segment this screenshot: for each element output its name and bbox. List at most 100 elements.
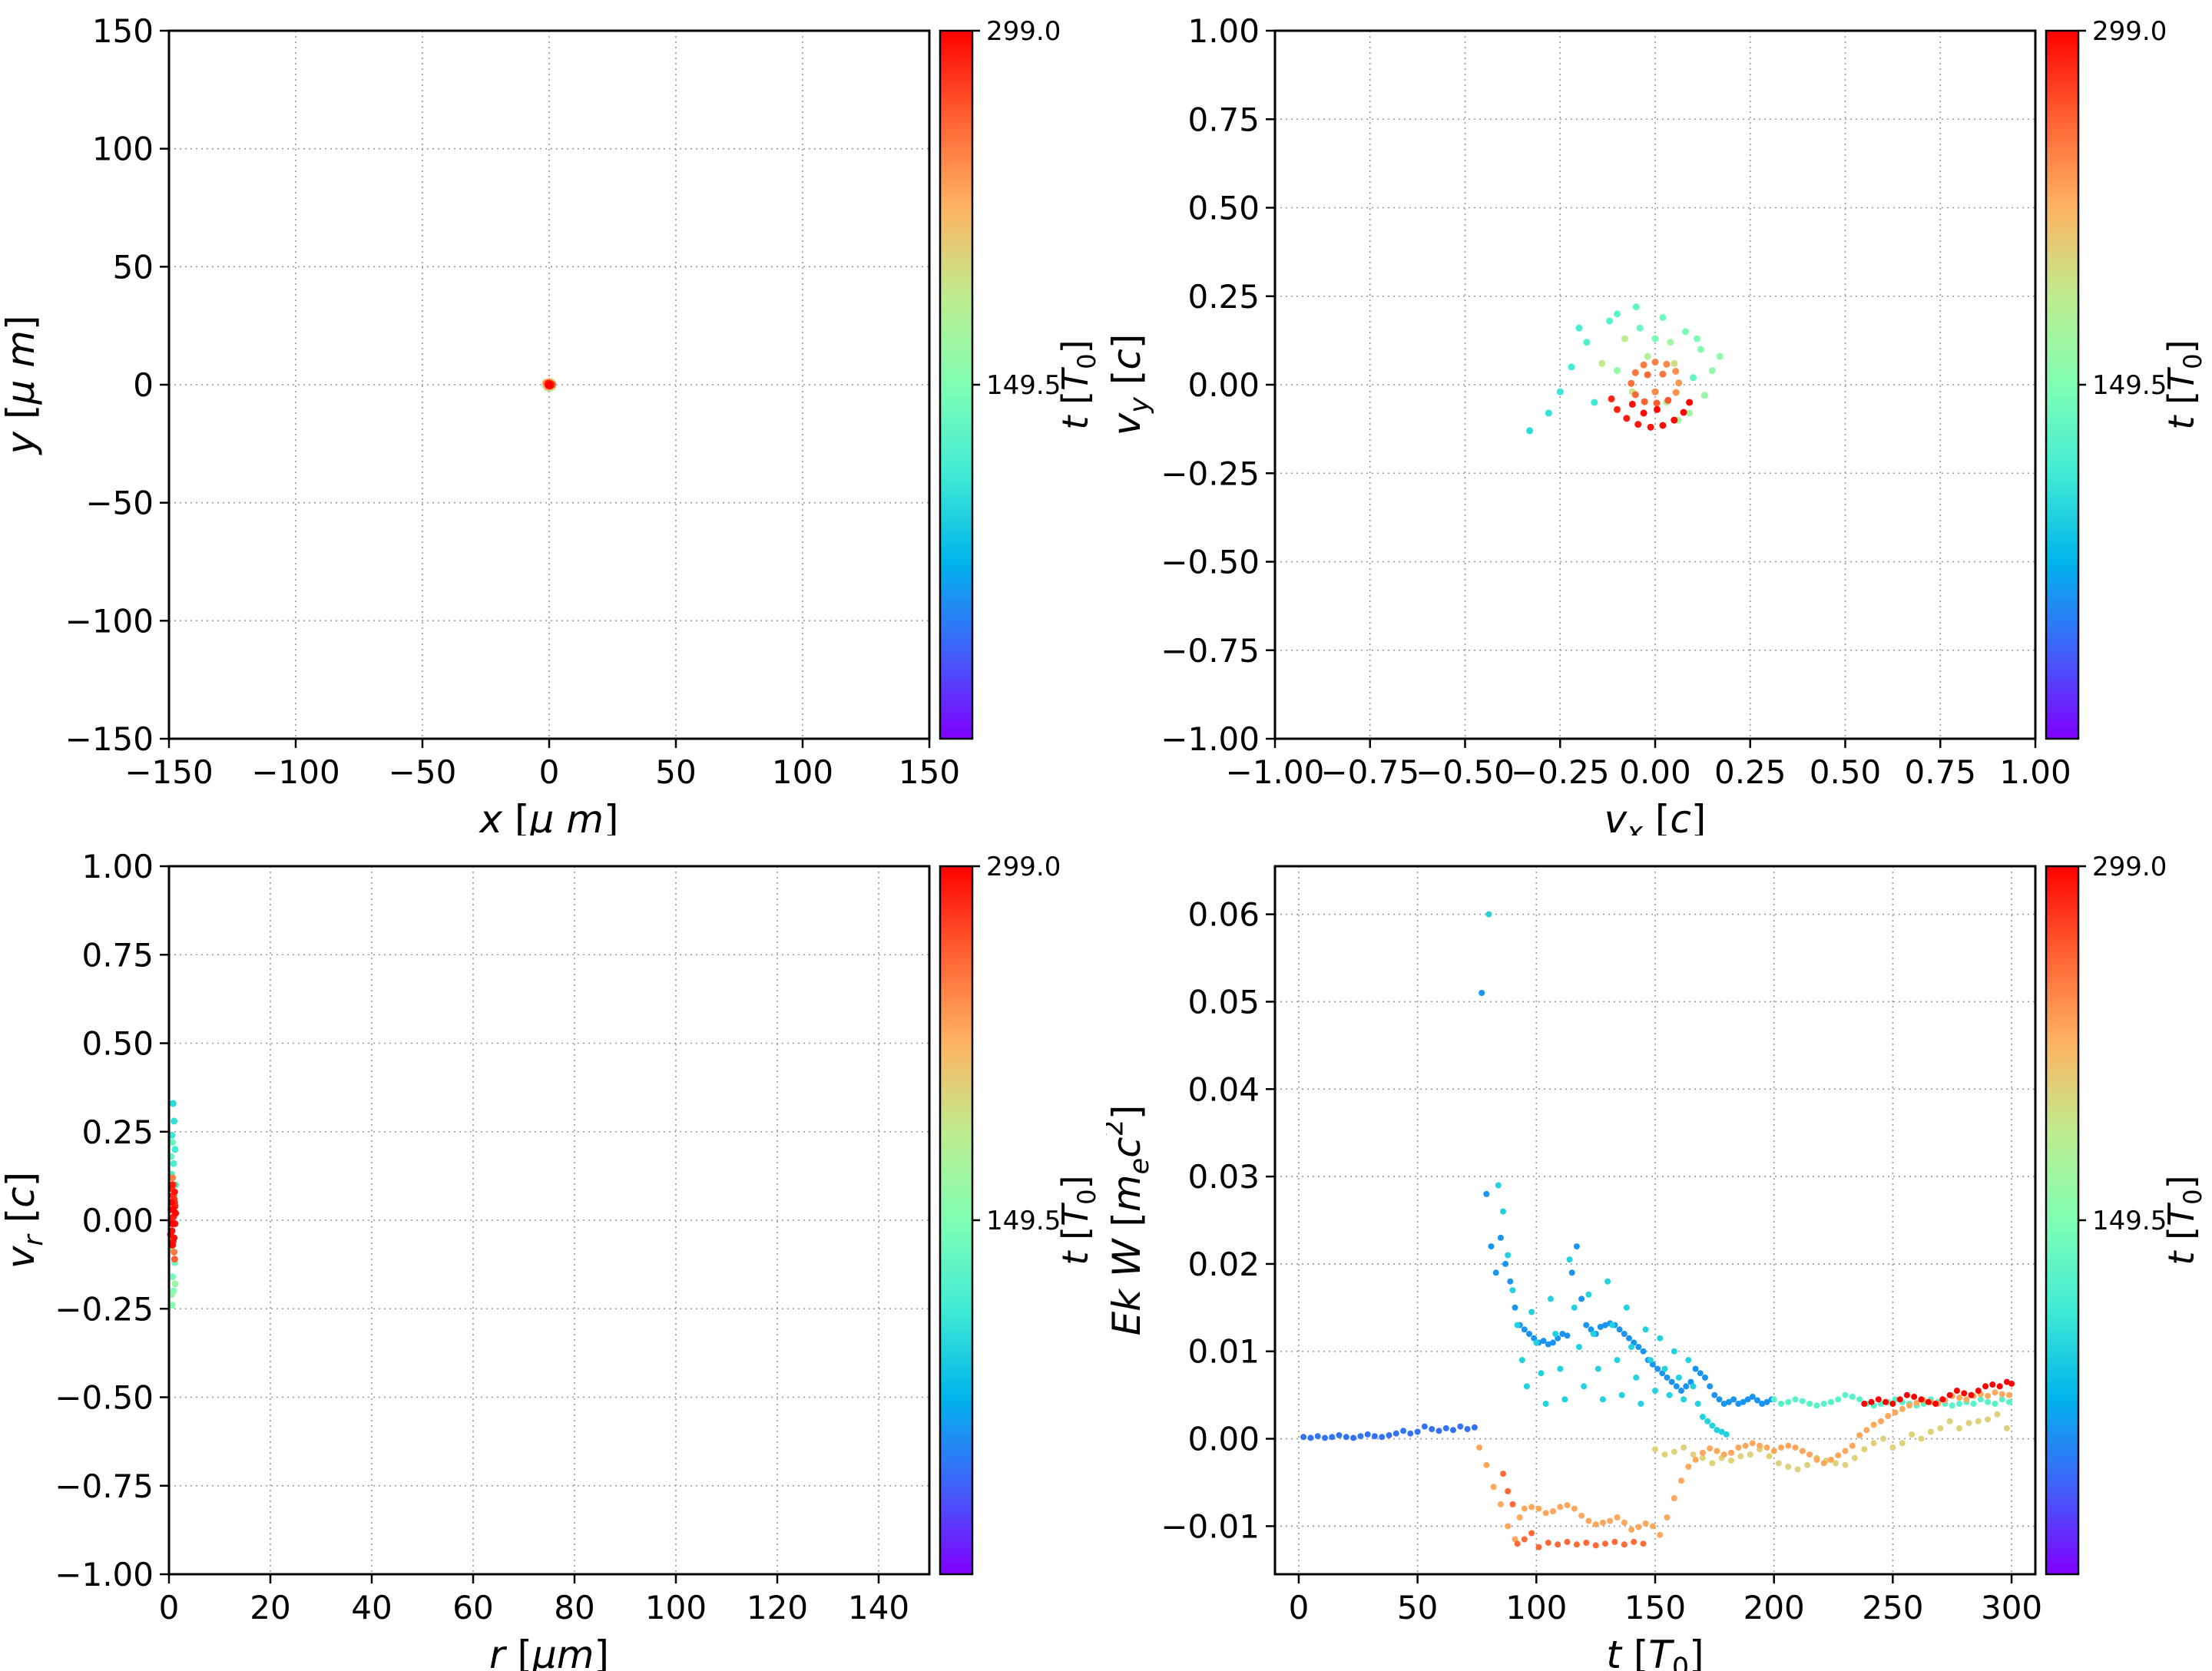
colorbar-tick-label: 299.0 — [2092, 852, 2167, 882]
colorbar-label: t [T0] — [1055, 1175, 1101, 1265]
x-tick-label: 150 — [1624, 1589, 1686, 1626]
x-tick-label: 0 — [1289, 1589, 1310, 1626]
x-tick-label: −0.50 — [1416, 753, 1515, 791]
x-tick-label: 120 — [747, 1589, 808, 1626]
y-tick-label: 0.06 — [1187, 896, 1260, 934]
y-tick-label: 100 — [92, 131, 154, 168]
y-tick-label: 0.50 — [1187, 190, 1260, 227]
x-tick-label: 300 — [1981, 1589, 2042, 1626]
y-tick-label: −0.50 — [55, 1379, 154, 1417]
subplot-rvr-canvas: 0 20 40 60 80 100 120 140 1.00 0.75 0.50 0.25 0.00 −0… — [0, 848, 1101, 1671]
y-tick-label: −0.25 — [1161, 455, 1260, 492]
y-tick-label: 0.75 — [81, 936, 154, 974]
y-tick-label: −0.50 — [1161, 544, 1260, 581]
colorbar-label: t [T0] — [1055, 339, 1101, 429]
colorbar-tick-label: 149.5 — [2092, 370, 2167, 401]
y-tick-label: −100 — [65, 602, 154, 640]
x-tick-label: 0.75 — [1904, 753, 1976, 791]
x-tick-label: 50 — [1397, 1589, 1438, 1626]
x-tick-label: 100 — [772, 753, 833, 791]
x-tick-label: −1.00 — [1226, 753, 1325, 791]
y-tick-label: −0.01 — [1161, 1507, 1260, 1545]
subplot-xy: −150 −100 −50 0 50 100 150 −150 −100 −50 0 50 100 150… — [0, 0, 1106, 836]
subplot-xy-canvas: −150 −100 −50 0 50 100 150 −150 −100 −50 0 50 100 150… — [0, 12, 1101, 836]
y-tick-label: −0.25 — [55, 1290, 154, 1328]
gridlines — [1275, 866, 2035, 1574]
y-tick-label: 0.00 — [81, 1202, 154, 1239]
axis-ticks — [1266, 913, 2013, 1583]
colorbar-tick-label: 149.5 — [986, 1206, 1061, 1236]
x-tick-label: −100 — [251, 753, 339, 791]
y-tick-label: 0.00 — [1187, 366, 1260, 404]
plot-border — [1273, 29, 2037, 740]
x-tick-label: 200 — [1743, 1589, 1805, 1626]
x-tick-label: 150 — [899, 753, 960, 791]
colorbar-tick-label: 299.0 — [2092, 16, 2167, 47]
gridlines — [1274, 30, 2036, 740]
x-axis-label: t [T0] — [1606, 1633, 1704, 1671]
x-tick-label: −150 — [124, 753, 213, 791]
y-tick-label: 0 — [133, 366, 154, 404]
colorbar-tick-label: 149.5 — [2092, 1206, 2167, 1236]
x-tick-label: 0.50 — [1810, 753, 1882, 791]
colorbar-ticks: 299.0 149.5 — [972, 16, 1061, 401]
y-axis-label: y [μ m] — [0, 316, 43, 456]
plot-border — [167, 29, 931, 740]
subplot-vxvy: −1.00 −0.75 −0.50 −0.25 0.00 0.25 0.50 0.75 1.00… — [1106, 0, 2212, 836]
x-tick-label: 100 — [645, 1589, 707, 1626]
scatter-points — [1300, 911, 2015, 1550]
y-tick-label: −0.75 — [55, 1468, 154, 1505]
axis-ticks — [160, 29, 931, 748]
x-tick-label: −50 — [389, 753, 457, 791]
y-tick-label: −150 — [65, 720, 154, 758]
y-tick-label: 0.02 — [1187, 1246, 1260, 1283]
y-tick-label: 0.03 — [1187, 1158, 1260, 1196]
x-tick-label: 40 — [351, 1589, 392, 1626]
y-tick-label: 0.00 — [1187, 1421, 1260, 1458]
x-tick-label: 80 — [554, 1589, 594, 1626]
x-tick-label: 250 — [1862, 1589, 1923, 1626]
x-tick-label: 0.25 — [1714, 753, 1786, 791]
y-tick-label: 0.25 — [1187, 278, 1260, 316]
x-tick-label: 50 — [655, 753, 696, 791]
colorbar-tick-label: 299.0 — [986, 852, 1061, 882]
scatter-points — [1526, 303, 1724, 435]
x-axis-label: r [μm] — [489, 1633, 609, 1671]
y-tick-label: −50 — [85, 485, 154, 522]
y-tick-label: 0.04 — [1187, 1070, 1260, 1108]
x-tick-label: 0.00 — [1619, 753, 1691, 791]
colorbar-tick-label: 149.5 — [986, 370, 1061, 401]
x-tick-label: 0 — [159, 1589, 180, 1626]
plot-border — [167, 865, 931, 1576]
subplot-ekw-canvas: 0 50 100 150 200 250 300 −0.01 0.00 0.01 0.02 0.03 0… — [1106, 852, 2207, 1671]
colorbar-ticks: 299.0 149.5 — [2078, 852, 2167, 1236]
axis-tick-labels: −1.00−0.75−0.50−0.25 0.00 0.25 0.50 0.75 1.00… — [1161, 12, 2071, 791]
y-tick-label: −1.00 — [55, 1556, 154, 1593]
x-tick-label: 0 — [539, 753, 560, 791]
y-tick-label: 0.05 — [1187, 983, 1260, 1021]
x-tick-label: 20 — [250, 1589, 290, 1626]
x-tick-label: 1.00 — [1999, 753, 2071, 791]
y-tick-label: 50 — [113, 248, 154, 286]
subplot-vxvy-canvas: −1.00−0.75−0.50−0.25 0.00 0.25 0.50 0.75 1.00… — [1106, 12, 2207, 836]
colorbar — [939, 29, 974, 740]
x-tick-label: −0.25 — [1511, 753, 1610, 791]
y-axis-label: vy [c] — [1106, 334, 1155, 436]
plot-border — [1273, 865, 2037, 1576]
x-tick-label: 60 — [452, 1589, 493, 1626]
colorbar — [939, 865, 974, 1576]
axis-tick-labels: 0 50 100 150 200 250 300 −0.01 0.00 0.01 0.02 0.03 0… — [1161, 896, 2042, 1626]
subplot-ekw: 0 50 100 150 200 250 300 −0.01 0.00 0.01 0.02 0.03 0… — [1106, 836, 2212, 1671]
colorbar-tick-label: 299.0 — [986, 16, 1061, 47]
x-tick-label: 100 — [1505, 1589, 1567, 1626]
x-axis-label: x [μ m] — [478, 797, 619, 836]
gridlines — [168, 865, 929, 1575]
y-axis-label: vr [c] — [0, 1172, 49, 1269]
y-tick-label: 150 — [92, 12, 154, 50]
axis-ticks — [160, 865, 880, 1583]
colorbar-label: t [T0] — [2161, 1175, 2207, 1265]
y-tick-label: −0.75 — [1161, 632, 1260, 670]
colorbar — [2045, 29, 2080, 740]
y-tick-label: 0.50 — [81, 1025, 154, 1063]
